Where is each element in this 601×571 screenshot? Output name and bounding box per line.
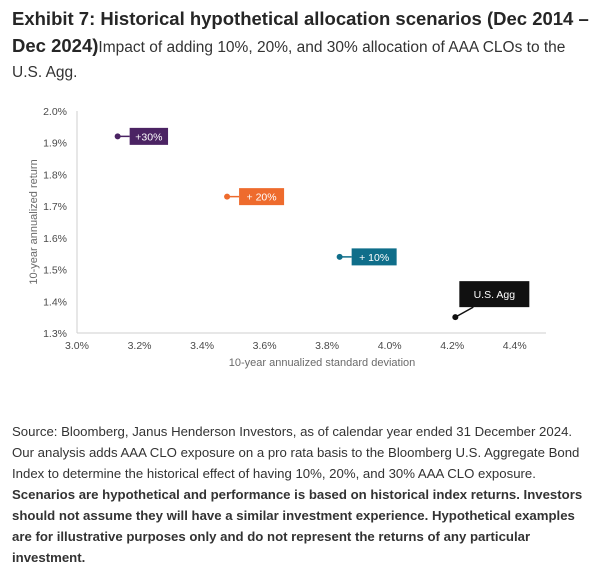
y-tick-labels: 2.0% 1.9% 1.8% 1.7% 1.6% 1.5% 1.4% 1.3% [43, 106, 67, 340]
data-points: +30% + 20% + 10% U.S. Agg [114, 127, 530, 321]
y-tick-label: 1.5% [43, 265, 67, 277]
y-tick-label: 1.9% [43, 138, 67, 150]
chart-title-block: Exhibit 7: Historical hypothetical alloc… [12, 6, 592, 85]
point-label-box [351, 248, 397, 266]
x-tick-label: 3.0% [65, 340, 89, 352]
point-label-box [129, 127, 169, 145]
y-tick-label: 1.8% [43, 169, 67, 181]
source-note: Source: Bloomberg, Janus Henderson Inves… [12, 421, 592, 568]
point-label-box [239, 188, 285, 206]
scatter-point [452, 314, 459, 321]
scatter-chart: 3.0% 3.2% 3.4% 3.6% 3.8% 4.0% 4.2% 4.4% 2.0% 1.9… [28, 106, 546, 369]
point-label: + 10% [359, 252, 389, 264]
y-tick-label: 1.6% [43, 233, 67, 245]
point-label-box [459, 281, 530, 308]
y-axis-label: 10-year annualized return [28, 159, 40, 284]
x-tick-labels: 3.0% 3.2% 3.4% 3.6% 3.8% 4.0% 4.2% 4.4% [65, 340, 527, 352]
data-point-group: + 20% [224, 188, 285, 206]
x-tick-label: 3.4% [190, 340, 214, 352]
source-text: Source: Bloomberg, Janus Henderson Inves… [12, 424, 580, 481]
data-point-group: + 10% [336, 248, 397, 266]
scatter-point [224, 193, 231, 200]
data-point-group: U.S. Agg [452, 281, 530, 321]
point-label: U.S. Agg [474, 289, 516, 301]
y-tick-label: 1.4% [43, 296, 67, 308]
chart-title: Exhibit 7: Historical hypothetical alloc… [12, 8, 589, 56]
y-tick-label: 1.7% [43, 201, 67, 213]
chart-axes [76, 111, 546, 334]
scatter-point [336, 253, 343, 260]
x-tick-label: 4.4% [503, 340, 527, 352]
y-tick-label: 1.3% [43, 328, 67, 340]
x-tick-label: 3.2% [128, 340, 152, 352]
source-disclaimer: Scenarios are hypothetical and performan… [12, 487, 583, 565]
x-tick-label: 4.0% [378, 340, 402, 352]
point-label: +30% [135, 131, 162, 143]
scatter-point [114, 133, 121, 140]
x-axis-label: 10-year annualized standard deviation [229, 357, 416, 369]
x-tick-label: 4.2% [440, 340, 464, 352]
point-label: + 20% [247, 192, 277, 204]
x-tick-label: 3.6% [253, 340, 277, 352]
chart-subtitle: Impact of adding 10%, 20%, and 30% alloc… [12, 39, 566, 81]
callout-line [454, 306, 474, 318]
y-tick-label: 2.0% [43, 106, 67, 118]
data-point-group: +30% [114, 127, 169, 145]
x-tick-label: 3.8% [315, 340, 339, 352]
